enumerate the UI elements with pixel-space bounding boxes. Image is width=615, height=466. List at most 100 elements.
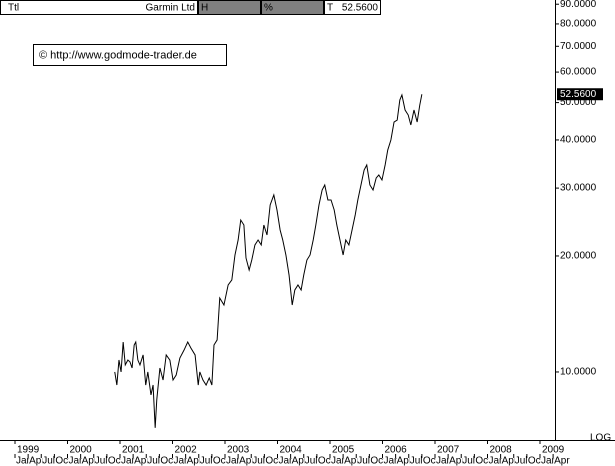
month-label-bg bbox=[383, 456, 402, 466]
month-label-bg bbox=[527, 456, 546, 466]
month-tick-label: Jan bbox=[279, 456, 295, 466]
month-tick-label: Jan bbox=[331, 456, 347, 466]
month-tick-label: Jul bbox=[357, 456, 370, 466]
month-tick-label: Apr bbox=[292, 456, 308, 466]
header-cell bbox=[324, 0, 381, 15]
month-label-bg bbox=[344, 456, 363, 466]
y-tick-label: 90.0000 bbox=[560, 0, 597, 10]
watermark: © http://www.godmode-trader.de bbox=[39, 49, 197, 61]
month-label-bg bbox=[462, 456, 481, 466]
header-t-value: 52.5600 bbox=[342, 3, 379, 14]
month-tick-label: Jul bbox=[42, 456, 55, 466]
month-tick-label: Apr bbox=[502, 456, 518, 466]
month-label-bg bbox=[554, 456, 573, 466]
price-line bbox=[114, 93, 423, 428]
month-tick-label: Apr bbox=[29, 456, 45, 466]
month-label-bg bbox=[42, 456, 61, 466]
y-tick-label: 60.0000 bbox=[560, 67, 597, 78]
month-tick-label: Jul bbox=[305, 456, 318, 466]
watermark-box bbox=[33, 44, 227, 66]
month-tick-label: Jan bbox=[488, 456, 504, 466]
month-label-bg bbox=[68, 456, 87, 466]
month-tick-label: Oct bbox=[55, 456, 71, 466]
month-label-bg bbox=[252, 456, 271, 466]
month-tick-label: Oct bbox=[108, 456, 124, 466]
month-tick-label: Oct bbox=[265, 456, 281, 466]
x-tick-label: 1999 bbox=[17, 445, 40, 456]
month-tick-label: Oct bbox=[528, 456, 544, 466]
month-tick-label: Jan bbox=[69, 456, 85, 466]
month-tick-label: Apr bbox=[397, 456, 413, 466]
month-tick-label: Jan bbox=[16, 456, 32, 466]
month-label-bg bbox=[357, 456, 376, 466]
x-tick-label: 2009 bbox=[542, 445, 565, 456]
month-tick-label: Oct bbox=[370, 456, 386, 466]
header-pct: % bbox=[264, 3, 273, 14]
plot-area bbox=[114, 93, 423, 428]
header-t: T bbox=[327, 3, 333, 14]
x-tick-label: 2000 bbox=[70, 445, 93, 456]
month-label-bg bbox=[186, 456, 205, 466]
month-label-bg bbox=[94, 456, 113, 466]
month-label-bg bbox=[107, 456, 126, 466]
y-tick-label: 20.0000 bbox=[560, 251, 597, 262]
month-label-bg bbox=[514, 456, 533, 466]
x-tick-label: 2008 bbox=[489, 445, 512, 456]
month-label-bg bbox=[239, 456, 258, 466]
header-bar: Ttl Garmin Ltd H % T 52.5600 bbox=[0, 0, 381, 15]
last-price-tag bbox=[557, 88, 603, 101]
month-label-bg bbox=[212, 456, 231, 466]
month-tick-label: Apr bbox=[187, 456, 203, 466]
header-cell bbox=[0, 0, 198, 15]
month-tick-label: Jul bbox=[200, 456, 213, 466]
month-label-bg bbox=[173, 456, 192, 466]
y-tick-label: 70.0000 bbox=[560, 41, 597, 52]
month-tick-label: Jan bbox=[383, 456, 399, 466]
x-tick-label: 2002 bbox=[175, 445, 198, 456]
month-label-bg bbox=[29, 456, 48, 466]
month-label-bg bbox=[226, 456, 245, 466]
month-tick-label: Oct bbox=[318, 456, 334, 466]
month-tick-label: Apr bbox=[82, 456, 98, 466]
month-label-bg bbox=[291, 456, 310, 466]
month-tick-label: Apr bbox=[554, 456, 570, 466]
x-tick-label: 2006 bbox=[384, 445, 407, 456]
month-label-bg bbox=[278, 456, 297, 466]
month-label-bg bbox=[81, 456, 100, 466]
month-tick-label: Jan bbox=[436, 456, 452, 466]
y-tick-label: 40.0000 bbox=[560, 135, 597, 146]
month-label-bg bbox=[435, 456, 454, 466]
month-tick-label: Jan bbox=[121, 456, 137, 466]
month-tick-label: Jul bbox=[252, 456, 265, 466]
month-tick-label: Oct bbox=[160, 456, 176, 466]
y-tick-label: 10.0000 bbox=[560, 367, 597, 378]
month-tick-label: Apr bbox=[449, 456, 465, 466]
month-tick-label: Jan bbox=[541, 456, 557, 466]
y-tick-label: 30.0000 bbox=[560, 183, 597, 194]
header-cell bbox=[261, 0, 324, 15]
x-tick-label: 2005 bbox=[332, 445, 355, 456]
month-label-bg bbox=[121, 456, 140, 466]
month-label-bg bbox=[370, 456, 389, 466]
x-tick-label: 2001 bbox=[122, 445, 145, 456]
month-tick-label: Jul bbox=[147, 456, 160, 466]
header-ttl: Ttl bbox=[8, 3, 19, 14]
month-tick-label: Jul bbox=[410, 456, 423, 466]
month-label-bg bbox=[317, 456, 336, 466]
month-label-bg bbox=[488, 456, 507, 466]
month-tick-label: Jul bbox=[462, 456, 475, 466]
x-tick-label: 2007 bbox=[437, 445, 460, 456]
month-label-bg bbox=[501, 456, 520, 466]
x-tick-label: 2004 bbox=[280, 445, 303, 456]
header-name: Garmin Ltd bbox=[146, 3, 195, 14]
x-tick-label: 2003 bbox=[227, 445, 250, 456]
header-h: H bbox=[201, 3, 208, 14]
month-tick-label: Oct bbox=[475, 456, 491, 466]
month-tick-label: Jan bbox=[226, 456, 242, 466]
month-tick-label: Jan bbox=[174, 456, 190, 466]
month-tick-label: Jul bbox=[95, 456, 108, 466]
month-tick-label: Apr bbox=[344, 456, 360, 466]
month-label-bg bbox=[134, 456, 153, 466]
